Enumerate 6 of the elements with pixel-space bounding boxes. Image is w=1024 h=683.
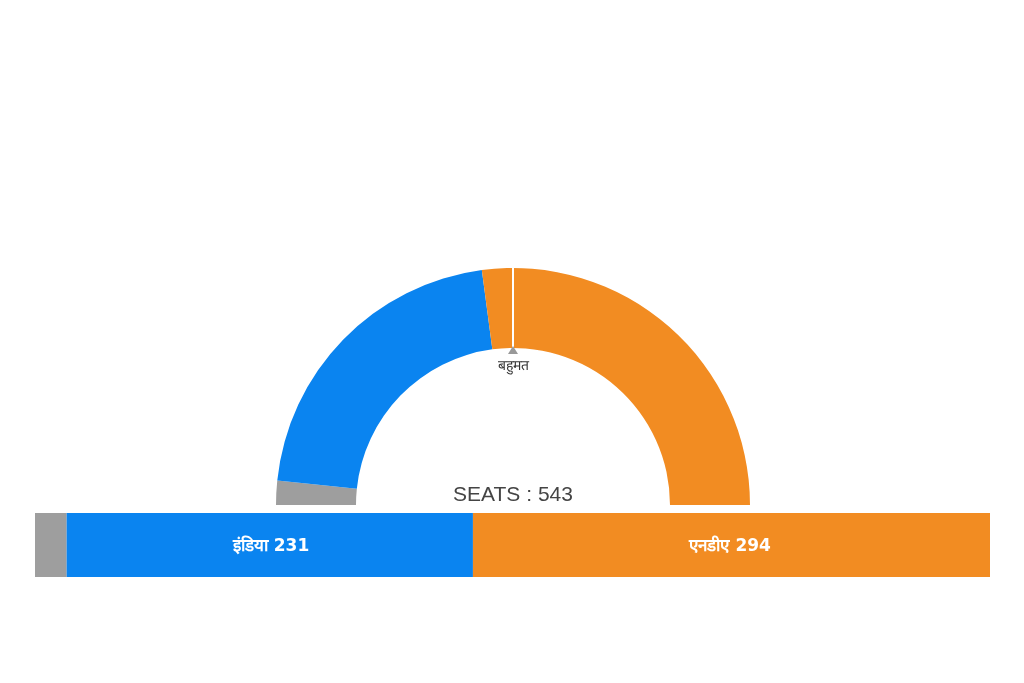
data-label: 231 bbox=[273, 535, 310, 555]
text: बहुमत bbox=[497, 357, 530, 375]
series-label: एनडीए bbox=[688, 535, 731, 555]
series-label: इंडिया bbox=[231, 535, 269, 555]
data-label: 294 bbox=[735, 535, 772, 555]
text: SEATS : 543 bbox=[453, 482, 573, 505]
